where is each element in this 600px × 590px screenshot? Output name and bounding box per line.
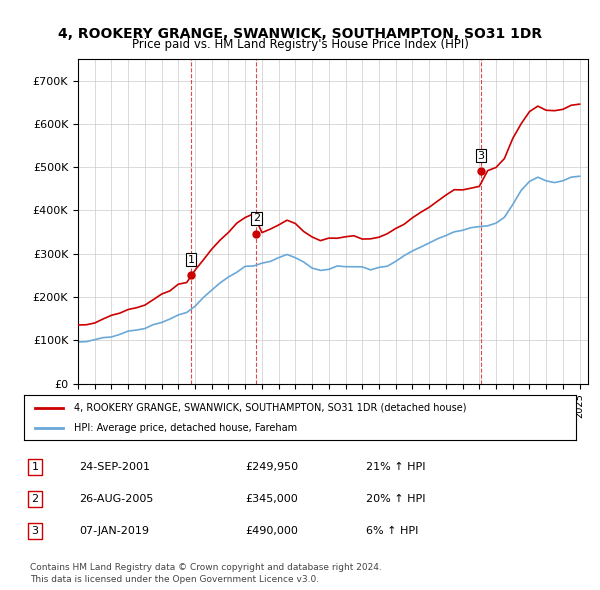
Text: 26-AUG-2005: 26-AUG-2005 (79, 494, 154, 504)
Text: £490,000: £490,000 (245, 526, 298, 536)
Text: 6% ↑ HPI: 6% ↑ HPI (366, 526, 419, 536)
Text: HPI: Average price, detached house, Fareham: HPI: Average price, detached house, Fare… (74, 424, 297, 434)
Text: 1: 1 (187, 254, 194, 264)
Text: 3: 3 (32, 526, 38, 536)
Text: 21% ↑ HPI: 21% ↑ HPI (366, 462, 426, 472)
Text: 20% ↑ HPI: 20% ↑ HPI (366, 494, 426, 504)
Text: This data is licensed under the Open Government Licence v3.0.: This data is licensed under the Open Gov… (30, 575, 319, 584)
Text: 1: 1 (32, 462, 38, 472)
Text: 2: 2 (31, 494, 38, 504)
Text: 2: 2 (253, 214, 260, 224)
Text: 3: 3 (477, 150, 484, 160)
Text: 24-SEP-2001: 24-SEP-2001 (79, 462, 150, 472)
Text: 4, ROOKERY GRANGE, SWANWICK, SOUTHAMPTON, SO31 1DR: 4, ROOKERY GRANGE, SWANWICK, SOUTHAMPTON… (58, 27, 542, 41)
Text: £249,950: £249,950 (245, 462, 298, 472)
Text: 07-JAN-2019: 07-JAN-2019 (79, 526, 149, 536)
Text: 4, ROOKERY GRANGE, SWANWICK, SOUTHAMPTON, SO31 1DR (detached house): 4, ROOKERY GRANGE, SWANWICK, SOUTHAMPTON… (74, 403, 466, 412)
Text: Contains HM Land Registry data © Crown copyright and database right 2024.: Contains HM Land Registry data © Crown c… (30, 563, 382, 572)
Text: £345,000: £345,000 (245, 494, 298, 504)
Text: Price paid vs. HM Land Registry's House Price Index (HPI): Price paid vs. HM Land Registry's House … (131, 38, 469, 51)
